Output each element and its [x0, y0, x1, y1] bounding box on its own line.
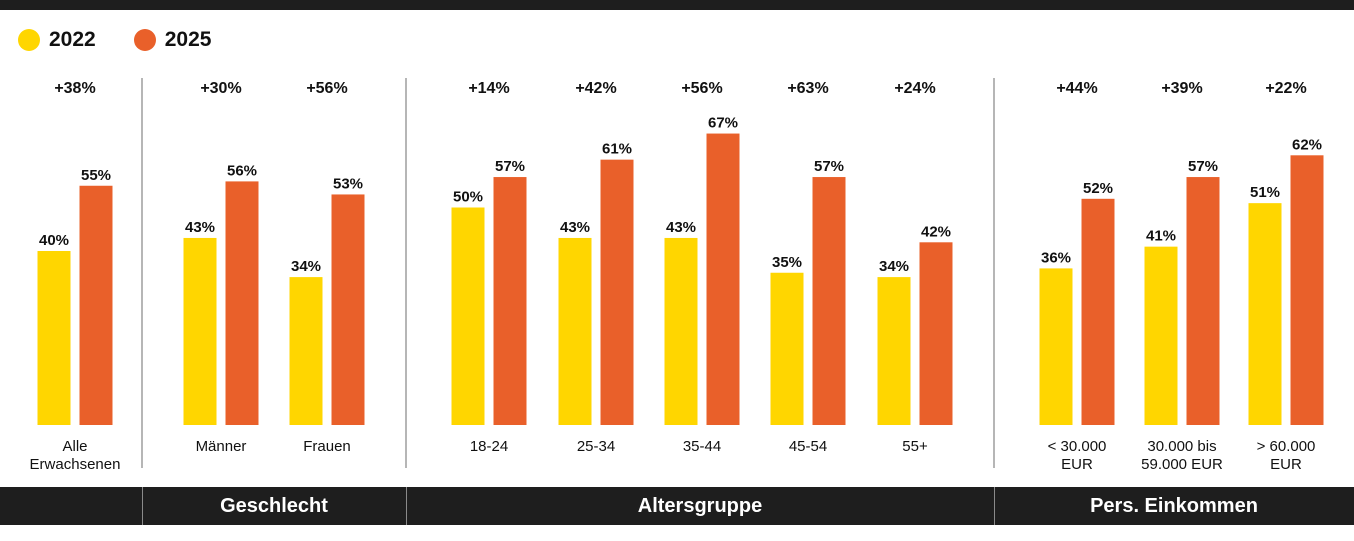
data-label-2022: 34% — [291, 258, 321, 275]
category-label: Alle Erwachsenen — [30, 438, 121, 473]
data-label-2025: 56% — [227, 162, 257, 179]
bar-chart: +38% 40% 55% Alle Erwachsenen +30% 43% 56% Männe… — [30, 78, 1324, 473]
data-label-2022: 43% — [560, 219, 590, 236]
category-label: < 30.000 EUR — [1048, 438, 1107, 473]
data-label-2025: 55% — [81, 167, 111, 184]
data-label-2022: 50% — [453, 189, 483, 206]
data-label-2025: 42% — [921, 223, 951, 240]
category-label-line: 59.000 EUR — [1141, 456, 1223, 473]
legend-item-2025: 2025 — [133, 28, 212, 52]
category-label-line: Alle — [62, 438, 87, 455]
legend: 2022 2025 — [18, 28, 249, 52]
data-label-2025: 57% — [495, 158, 525, 175]
bar-2022 — [877, 277, 911, 425]
category-label: 55+ — [902, 438, 928, 455]
data-label-2022: 40% — [39, 232, 69, 249]
change-label: +14% — [468, 80, 509, 97]
category-label: 18-24 — [470, 438, 508, 455]
category-label-line: 55+ — [902, 438, 928, 455]
bar-2025 — [493, 177, 527, 425]
group-label-altersgruppe: Altersgruppe — [637, 495, 763, 517]
category-label-line: 30.000 bis — [1147, 438, 1216, 455]
bar-2022 — [289, 277, 323, 425]
category-label-line: > 60.000 — [1257, 438, 1316, 455]
data-label-2025: 57% — [1188, 158, 1218, 175]
change-label: +42% — [575, 80, 616, 97]
category-label-line: 18-24 — [470, 438, 508, 455]
data-label-2022: 43% — [666, 219, 696, 236]
category-label: Männer — [196, 438, 247, 455]
category-label: 45-54 — [789, 438, 827, 455]
bar-2025 — [600, 159, 634, 425]
bar-2022 — [770, 272, 804, 425]
category-label-line: 45-54 — [789, 438, 827, 455]
change-label: +39% — [1161, 80, 1202, 97]
group-label-einkommen: Pers. Einkommen — [1090, 495, 1258, 517]
data-label-2022: 43% — [185, 219, 215, 236]
data-label-2022: 35% — [772, 254, 802, 271]
change-label: +30% — [200, 80, 241, 97]
category-label: 30.000 bis 59.000 EUR — [1141, 438, 1223, 473]
bar-2022 — [664, 237, 698, 425]
bar-2022 — [558, 237, 592, 425]
bar-2025 — [225, 181, 259, 425]
group-label-bar: Geschlecht Altersgruppe Pers. Einkommen — [0, 487, 1354, 525]
category-label-line: 35-44 — [683, 438, 721, 455]
category-label-line: 25-34 — [577, 438, 615, 455]
change-label: +24% — [894, 80, 935, 97]
bar-2025 — [919, 242, 953, 425]
data-label-2022: 51% — [1250, 184, 1280, 201]
bar-2025 — [1290, 155, 1324, 426]
category-label-line: Männer — [196, 438, 247, 455]
category-label-line: EUR — [1270, 456, 1302, 473]
bar-2022 — [183, 237, 217, 425]
data-label-2025: 53% — [333, 175, 363, 192]
data-label-2022: 34% — [879, 258, 909, 275]
change-label: +63% — [787, 80, 828, 97]
change-label: +56% — [681, 80, 722, 97]
group-divider — [142, 487, 143, 525]
category-label: Frauen — [303, 438, 351, 455]
change-label: +56% — [306, 80, 347, 97]
group-label-geschlecht: Geschlecht — [220, 495, 328, 517]
change-label: +22% — [1265, 80, 1306, 97]
bar-2022 — [451, 207, 485, 425]
top-bar — [0, 0, 1354, 10]
change-label: +44% — [1056, 80, 1097, 97]
bar-2025 — [812, 177, 846, 425]
category-label: > 60.000 EUR — [1257, 438, 1316, 473]
data-label-2025: 52% — [1083, 180, 1113, 197]
category-label: 25-34 — [577, 438, 615, 455]
legend-label-2022: 2022 — [49, 28, 96, 51]
category-label-line: Erwachsenen — [30, 456, 121, 473]
change-label: +38% — [54, 80, 95, 97]
data-label-2025: 61% — [602, 141, 632, 158]
bar-2025 — [79, 185, 113, 425]
category-label: 35-44 — [683, 438, 721, 455]
bar-2025 — [706, 133, 740, 426]
category-label-line: Frauen — [303, 438, 351, 455]
bar-2022 — [1144, 246, 1178, 425]
bar-2025 — [331, 194, 365, 425]
data-label-2022: 36% — [1041, 249, 1071, 266]
bar-2025 — [1186, 177, 1220, 425]
data-label-2025: 67% — [708, 115, 738, 132]
bar-2022 — [1248, 203, 1282, 425]
bar-2022 — [37, 251, 71, 425]
data-label-2025: 57% — [814, 158, 844, 175]
legend-swatch-2022 — [18, 29, 40, 51]
bar-2025 — [1081, 198, 1115, 425]
group-divider — [406, 487, 407, 525]
legend-swatch-2025 — [133, 29, 156, 51]
category-label-line: EUR — [1061, 456, 1093, 473]
legend-item-2022: 2022 — [18, 28, 96, 52]
legend-label-2025: 2025 — [164, 28, 212, 51]
data-label-2025: 62% — [1292, 136, 1322, 153]
bar-2022 — [1039, 268, 1073, 425]
category-label-line: < 30.000 — [1048, 438, 1107, 455]
data-label-2022: 41% — [1146, 228, 1176, 245]
group-divider — [994, 487, 995, 525]
